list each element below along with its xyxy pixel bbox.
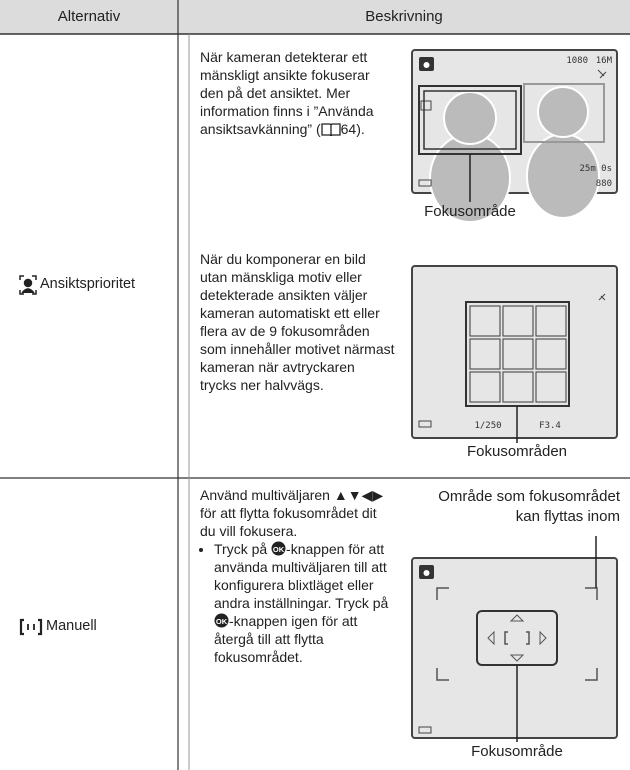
camera-screen: 1080 16M 25m 0s 880 xyxy=(411,49,618,223)
face-icon xyxy=(19,275,37,295)
screen-label: 880 xyxy=(596,179,612,189)
bullet-text: -knappen för att använda multiväljaren t… xyxy=(214,541,389,611)
description: När kameran detekterar ett mänskligt ans… xyxy=(200,48,395,138)
figure-caption: Fokusområde xyxy=(424,203,516,220)
description-text: När kameran detekterar ett mänskligt ans… xyxy=(200,49,374,137)
page-reference: 64). xyxy=(340,121,365,137)
screen-label: 16M xyxy=(596,56,613,66)
ok-icon: OK xyxy=(271,541,286,556)
figure-caption: Fokusområden xyxy=(466,443,568,460)
screen-label: 1080 xyxy=(566,56,588,66)
column-header: Beskrivning xyxy=(365,8,443,25)
screen-label: 25m 0s xyxy=(579,164,612,174)
camera-screen xyxy=(411,536,618,742)
camera-screen: 1/250 F3.4 xyxy=(411,265,618,443)
option-label: Ansiktsprioritet xyxy=(40,276,136,292)
header-bg xyxy=(0,0,630,34)
ok-label: OK xyxy=(273,545,285,554)
description-text: Använd multiväljaren ▲▼◀▶ för att flytta… xyxy=(200,487,384,539)
bullet-text: -knappen igen för att återgå till att fl… xyxy=(214,613,358,665)
figure-caption: Fokusområde xyxy=(471,743,563,760)
option-label: Manuell xyxy=(46,618,97,634)
description: Använd multiväljaren ▲▼◀▶ för att flytta… xyxy=(200,486,395,666)
bullet-list: Tryck på OK-knappen för att använda mult… xyxy=(200,540,395,666)
bullet-text: Tryck på xyxy=(214,541,272,557)
ok-icon: OK xyxy=(214,613,229,628)
book-icon xyxy=(320,123,341,136)
description: När du komponerar en bild utan mänskliga… xyxy=(200,251,395,393)
ok-label: OK xyxy=(216,617,228,626)
screen-label: F3.4 xyxy=(539,421,561,431)
figure-note: Område som fokusområdet kan flyttas inom xyxy=(438,488,620,525)
manual-icon xyxy=(19,618,43,636)
bullet-item: Tryck på OK-knappen för att använda mult… xyxy=(214,540,395,666)
column-header: Alternativ xyxy=(57,8,121,25)
screen-label: 1/250 xyxy=(474,421,501,431)
